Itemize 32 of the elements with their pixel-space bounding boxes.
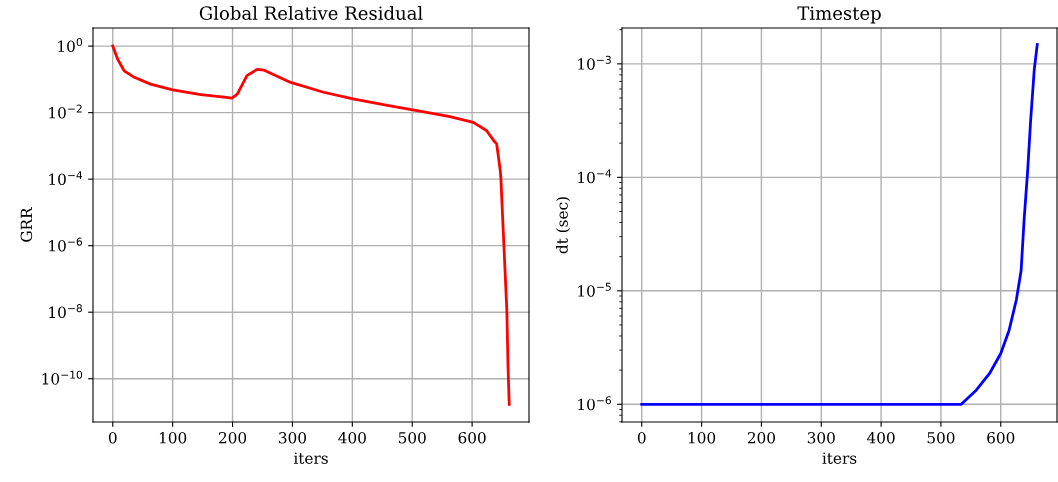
chart-title: Timestep — [797, 6, 881, 24]
x-axis-title: iters — [822, 452, 857, 464]
x-tick-label: 200 — [219, 431, 247, 444]
x-tick-label: 500 — [398, 431, 426, 444]
y-tick-label: 10$^{0}$ — [58, 38, 83, 52]
x-tick-label: 100 — [688, 431, 716, 444]
y-tick-label: 10$^{−5}$ — [578, 282, 611, 297]
x-tick-label: 300 — [279, 431, 306, 444]
x-tick-label: 400 — [338, 431, 366, 444]
y-tick-label: 10$^{−6}$ — [49, 237, 83, 252]
x-tick-label: 100 — [159, 431, 187, 444]
y-tick-label: 10$^{−2}$ — [49, 104, 82, 119]
chart-title: Global Relative Residual — [199, 5, 423, 20]
x-axis-title: iters — [293, 452, 328, 464]
x-tick-label: 500 — [927, 431, 955, 444]
y-tick-label: 10$^{−4}$ — [49, 171, 83, 186]
x-tick-label: 400 — [866, 431, 895, 444]
x-tick-label: 600 — [987, 431, 1015, 444]
x-tick-label: 300 — [807, 431, 835, 444]
line-series — [111, 44, 511, 406]
x-tick-label: 200 — [747, 431, 775, 444]
x-tick-label: 0 — [637, 431, 646, 444]
y-tick-label: 10$^{−10}$ — [42, 370, 83, 385]
y-tick-label: 10$^{−6}$ — [578, 396, 612, 411]
y-tick-label: 10$^{−3}$ — [578, 55, 611, 70]
x-tick-label: 0 — [108, 431, 117, 444]
y-axis-title: GRR — [20, 207, 33, 242]
y-tick-label: 10$^{−4}$ — [578, 169, 612, 184]
line-series — [640, 43, 1039, 406]
x-tick-label: 600 — [458, 431, 486, 444]
y-axis-title: dt (sec) — [556, 197, 571, 254]
y-tick-label: 10$^{−8}$ — [49, 304, 82, 319]
